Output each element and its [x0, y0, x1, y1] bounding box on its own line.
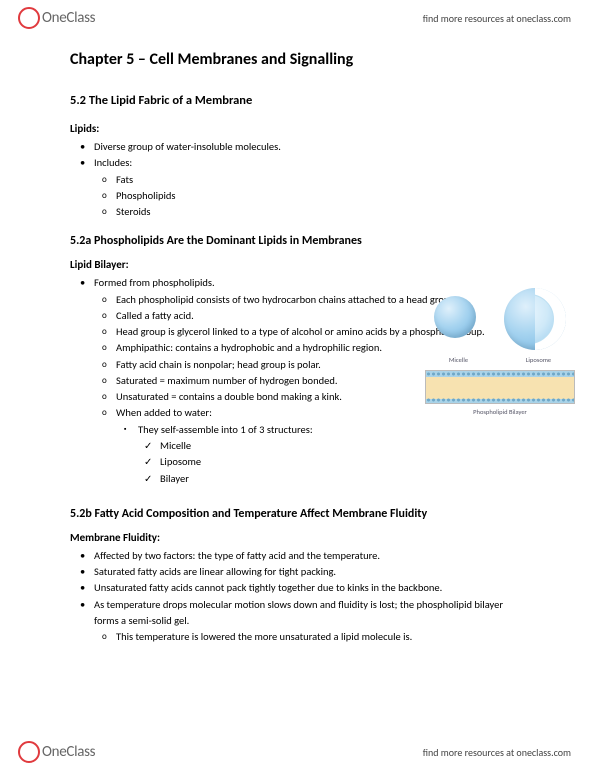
water-sublist: They self-assemble into 1 of 3 structure… [116, 422, 530, 487]
list-item: Micelle [160, 438, 530, 454]
footer-resource-link: find more resources at oneclass.com [423, 746, 571, 759]
liposome-inner [535, 294, 554, 344]
section-5-2-title: 5.2 The Lipid Fabric of a Membrane [70, 93, 530, 108]
section-5-2b-title: 5.2b Fatty Acid Composition and Temperat… [70, 507, 530, 521]
list-item: Saturated fatty acids are linear allowin… [94, 564, 530, 580]
list-text: When added to water: [116, 406, 212, 419]
list-item: Affected by two factors: the type of fat… [94, 548, 530, 564]
list-text: They self-assemble into 1 of 3 structure… [138, 423, 313, 436]
header-resource-link: find more resources at oneclass.com [423, 12, 571, 25]
list-text: Includes: [94, 156, 132, 169]
brand-text-class: Class [66, 743, 95, 761]
liposome-label: Liposome [526, 356, 551, 364]
list-item: This temperature is lowered the more uns… [116, 629, 530, 645]
list-item: Unsaturated = contains a double bond mak… [116, 389, 376, 405]
list-item: Phospholipids [116, 188, 530, 204]
lipid-structures-diagram: Micelle Liposome Phospholipid Bilayer [420, 288, 580, 416]
fluidity-sublist: This temperature is lowered the more uns… [94, 629, 530, 645]
brand-logo-footer: OneClass [18, 741, 95, 763]
list-item: Saturated = maximum number of hydrogen b… [116, 373, 376, 389]
fluidity-list: Affected by two factors: the type of fat… [70, 548, 530, 646]
micelle-label: Micelle [449, 356, 468, 364]
header-watermark: OneClass find more resources at oneclass… [0, 4, 595, 32]
list-item: Bilayer [160, 471, 530, 487]
micelle-wrap [434, 288, 476, 350]
lipids-sublist: Fats Phospholipids Steroids [94, 172, 530, 221]
document-page: Chapter 5 – Cell Membranes and Signallin… [70, 50, 530, 657]
list-text: Formed from phospholipids. [94, 276, 215, 289]
list-item: Unsaturated fatty acids cannot pack tigh… [94, 580, 530, 596]
brand-text: OneClass [42, 743, 95, 761]
brand-text: OneClass [42, 9, 95, 27]
list-item: When added to water: They self-assemble … [116, 405, 530, 486]
bilayer-figure-label: Phospholipid Bilayer [420, 408, 580, 416]
lipids-label: Lipids: [70, 122, 530, 135]
list-item: Diverse group of water-insoluble molecul… [94, 139, 530, 155]
structures-list: Micelle Liposome Bilayer [138, 438, 530, 487]
brand-text-class: Class [66, 9, 95, 27]
bilayer-icon [425, 370, 575, 404]
fluidity-label: Membrane Fluidity: [70, 531, 530, 544]
liposome-cutaway [535, 288, 566, 350]
brand-circle-icon [18, 741, 40, 763]
lipids-block: Lipids: Diverse group of water-insoluble… [70, 122, 530, 220]
brand-text-one: One [42, 9, 66, 27]
list-text: As temperature drops molecular motion sl… [94, 598, 503, 627]
lipids-list: Diverse group of water-insoluble molecul… [70, 139, 530, 220]
list-item: Includes: Fats Phospholipids Steroids [94, 155, 530, 220]
list-item: Liposome [160, 454, 530, 470]
chapter-title: Chapter 5 – Cell Membranes and Signallin… [70, 50, 530, 69]
list-item: Fats [116, 172, 530, 188]
brand-circle-icon [18, 7, 40, 29]
liposome-wrap [504, 288, 566, 350]
fluidity-block: Membrane Fluidity: Affected by two facto… [70, 531, 530, 646]
list-item: They self-assemble into 1 of 3 structure… [138, 422, 530, 487]
sphere-row [420, 288, 580, 350]
list-item: Steroids [116, 204, 530, 220]
footer-watermark: OneClass find more resources at oneclass… [0, 738, 595, 766]
sphere-labels: Micelle Liposome [420, 356, 580, 364]
list-item: As temperature drops molecular motion sl… [94, 597, 530, 646]
micelle-icon [434, 296, 476, 338]
bilayer-label: Lipid Bilayer: [70, 258, 530, 271]
brand-logo: OneClass [18, 7, 95, 29]
brand-text-one: One [42, 743, 66, 761]
section-5-2a-title: 5.2a Phospholipids Are the Dominant Lipi… [70, 234, 530, 248]
